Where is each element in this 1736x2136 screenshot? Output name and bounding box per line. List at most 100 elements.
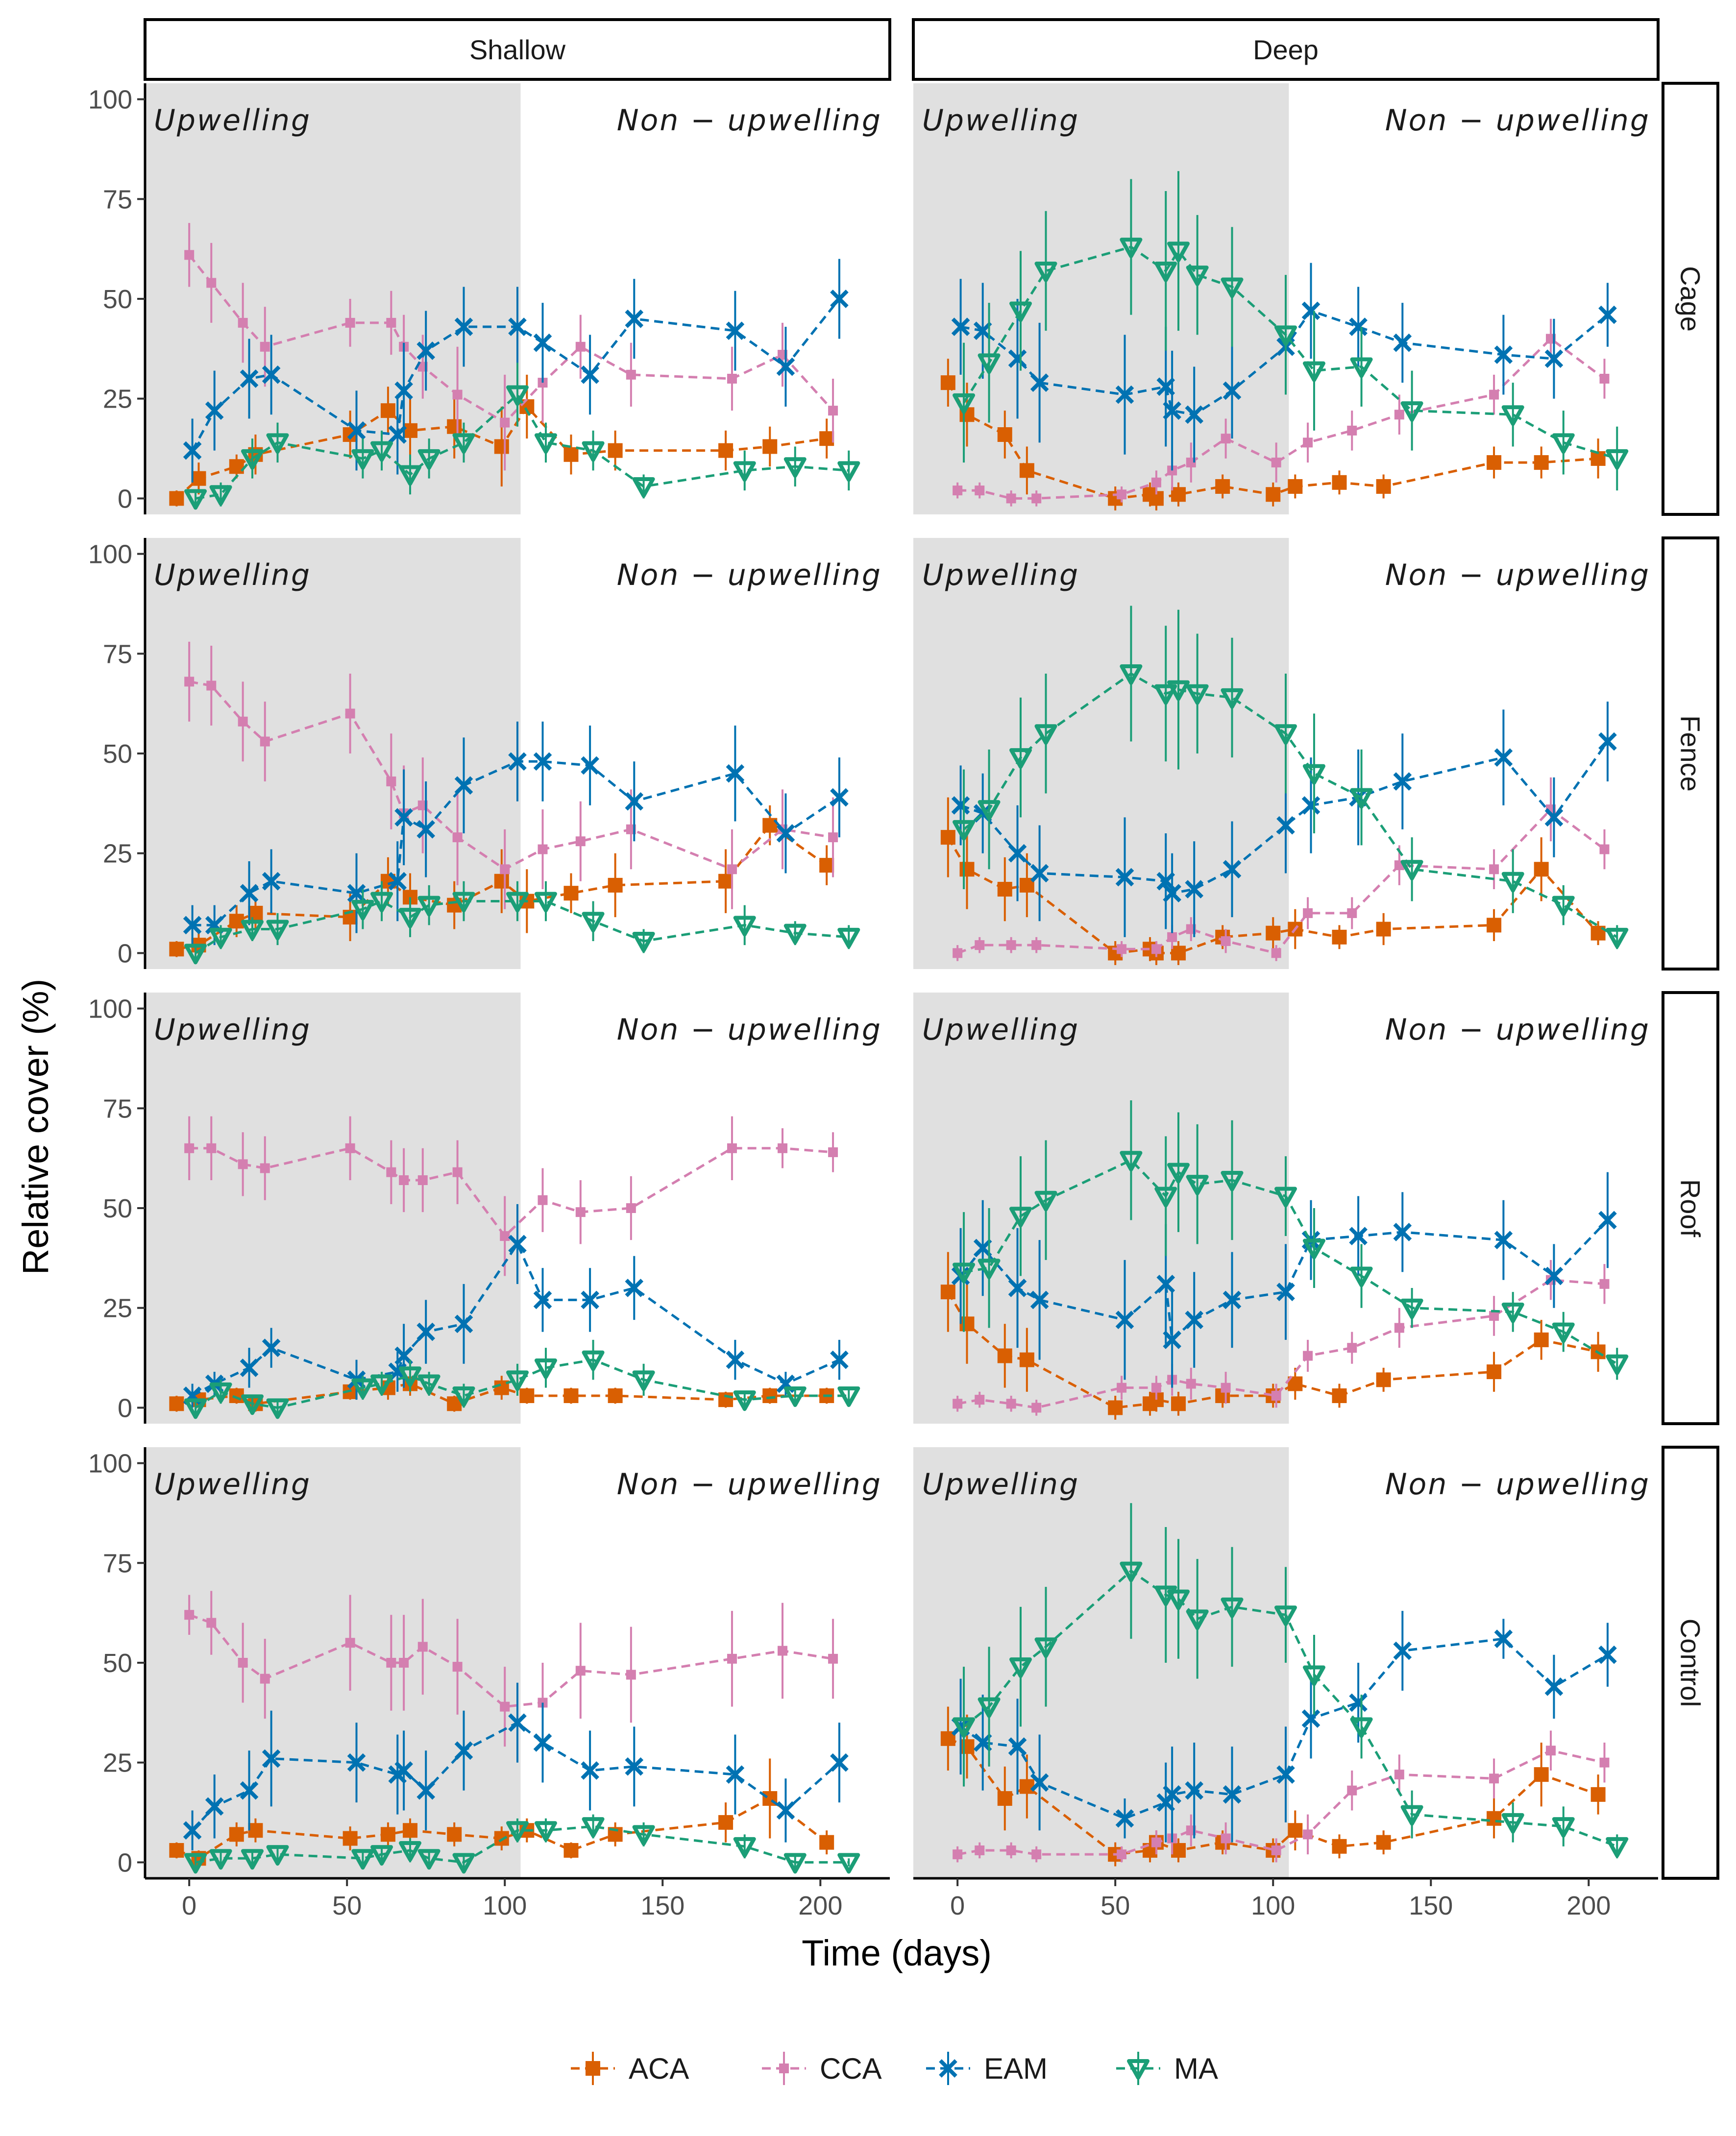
period-label-non-upwelling: Non − upwelling — [1385, 1467, 1650, 1502]
series-ma — [184, 881, 860, 965]
series-line-ma — [963, 1569, 1618, 1848]
data-point-eam — [726, 764, 745, 783]
data-point-aca — [819, 1835, 834, 1850]
period-label-upwelling: Upwelling — [154, 1467, 311, 1502]
x-tick-label-50: 50 — [1100, 1891, 1130, 1920]
data-point-eam — [1598, 305, 1617, 324]
data-point-cca — [500, 864, 510, 874]
period-label-non-upwelling: Non − upwelling — [617, 558, 882, 592]
data-point-ma — [1274, 1187, 1297, 1208]
series-ma — [184, 1339, 860, 1419]
data-point-eam — [388, 872, 407, 891]
data-point-eam — [262, 1338, 281, 1358]
period-label-non-upwelling: Non − upwelling — [617, 1013, 882, 1047]
data-point-cca — [206, 1618, 217, 1628]
data-point-ma — [837, 461, 860, 482]
data-point-cca — [238, 1658, 248, 1668]
panel-deep-fence: Upwelling Non − upwelling — [913, 538, 1650, 969]
legend-marker-ma — [1127, 2059, 1149, 2080]
data-point-ma — [1350, 1266, 1373, 1287]
data-point-cca — [1347, 908, 1357, 918]
data-point-ma — [1009, 1657, 1032, 1678]
data-point-eam — [240, 1359, 259, 1377]
data-point-eam — [1030, 373, 1049, 392]
data-point-cca — [778, 1646, 788, 1656]
series-line-aca — [947, 1291, 1599, 1409]
data-point-ma — [582, 912, 605, 933]
data-point-cca — [500, 417, 510, 428]
data-point-eam — [240, 1781, 259, 1800]
data-point-eam — [830, 290, 849, 308]
data-point-cca — [206, 278, 217, 288]
data-point-aca — [762, 1388, 778, 1403]
data-point-ma — [452, 1853, 475, 1874]
data-point-eam — [1598, 1211, 1617, 1230]
data-point-eam — [508, 1713, 527, 1732]
strip-deep — [912, 18, 1660, 81]
data-point-ma — [1186, 1609, 1209, 1630]
data-point-aca — [1534, 862, 1549, 877]
data-point-eam — [394, 381, 413, 400]
data-point-ma — [1552, 896, 1575, 917]
data-point-eam — [416, 1781, 436, 1800]
data-point-eam — [416, 1322, 436, 1341]
data-point-ma — [1606, 1837, 1629, 1858]
series-line-eam — [960, 741, 1609, 895]
data-point-ma — [209, 1382, 232, 1403]
data-point-ma — [370, 441, 393, 462]
data-point-eam — [416, 341, 436, 360]
data-point-cca — [538, 1195, 548, 1205]
data-point-ma — [241, 449, 264, 470]
data-point-aca — [1266, 925, 1281, 941]
data-point-eam — [1030, 1773, 1049, 1792]
data-point-aca — [169, 942, 184, 957]
data-point-ma — [1606, 1354, 1629, 1375]
data-point-eam — [394, 1761, 413, 1780]
data-point-ma — [1501, 1813, 1524, 1834]
data-point-ma — [452, 892, 475, 913]
data-point-aca — [1171, 487, 1186, 502]
data-point-cca — [1489, 389, 1499, 400]
data-point-ma — [953, 393, 976, 414]
data-point-eam — [1185, 880, 1204, 898]
series-cca — [184, 223, 838, 471]
period-label-non-upwelling: Non − upwelling — [1385, 558, 1650, 592]
data-point-ma — [953, 1262, 976, 1284]
data-point-ma — [1154, 1187, 1177, 1208]
series-ma — [184, 1814, 860, 1874]
x-tick-label-200: 200 — [1566, 1891, 1611, 1920]
data-point-aca — [940, 830, 955, 845]
data-point-ma — [953, 820, 976, 841]
data-point-eam — [1008, 349, 1027, 368]
data-point-ma — [184, 489, 207, 510]
data-point-aca — [342, 1831, 358, 1846]
series-line-cca — [957, 807, 1606, 955]
data-point-eam — [581, 1290, 599, 1310]
data-point-aca — [819, 431, 834, 446]
data-point-aca — [997, 1348, 1012, 1363]
data-point-cca — [1167, 932, 1177, 942]
series-line-eam — [192, 1241, 840, 1397]
data-point-aca — [1534, 1332, 1549, 1347]
data-point-eam — [1276, 1765, 1295, 1784]
data-point-aca — [403, 423, 418, 438]
data-point-aca — [447, 1827, 462, 1842]
period-label-non-upwelling: Non − upwelling — [617, 1467, 882, 1502]
data-point-eam — [776, 357, 795, 376]
data-point-cca — [778, 1143, 788, 1153]
data-point-eam — [1185, 1781, 1204, 1800]
data-point-eam — [183, 441, 202, 460]
panel-deep-control: Upwelling Non − upwelling 0 50 100 150 200 — [913, 1447, 1658, 1920]
data-point-aca — [1332, 1839, 1347, 1854]
series-eam — [183, 1204, 849, 1408]
data-point-cca — [452, 1662, 463, 1672]
data-point-aca — [1332, 1388, 1347, 1403]
data-point-aca — [229, 1827, 244, 1842]
data-point-aca — [1108, 1400, 1123, 1415]
facet-label-cage: Cage — [1675, 266, 1706, 332]
data-point-ma — [978, 353, 1001, 374]
data-point-ma — [1120, 1151, 1143, 1172]
data-point-ma — [1274, 1605, 1297, 1626]
data-point-aca — [1534, 455, 1549, 470]
data-point-cca — [975, 1395, 985, 1405]
